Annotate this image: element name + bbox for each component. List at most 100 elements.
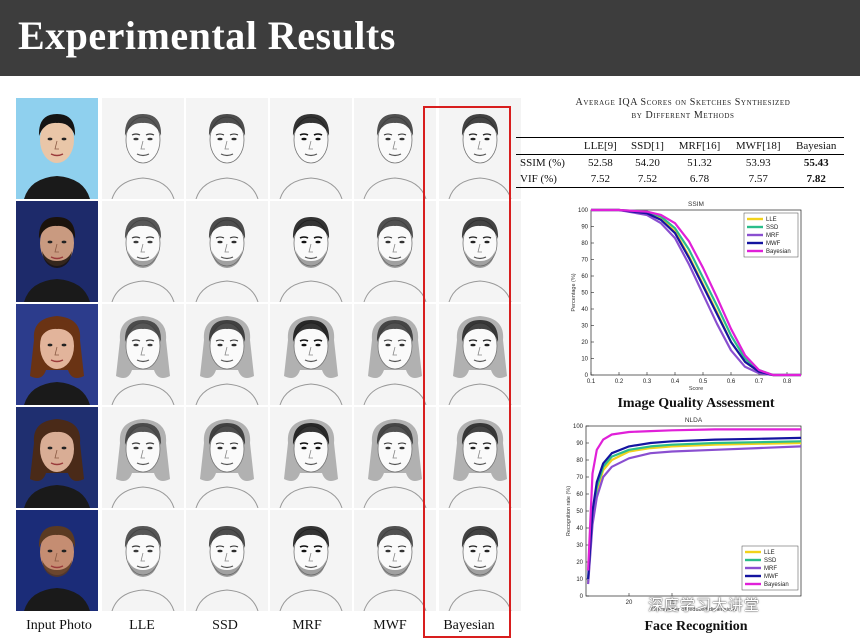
watermark-text: 深度学习大讲堂 — [648, 596, 761, 614]
y-tick-label: 20 — [581, 340, 588, 346]
table-cell: 52.58 — [587, 157, 613, 169]
table-row-label: SSIM (%) — [520, 157, 565, 169]
synthesized-sketch — [186, 407, 268, 508]
y-tick-label: 90 — [581, 225, 588, 231]
y-tick-label: 60 — [576, 492, 583, 498]
x-tick-label: 0.3 — [643, 379, 652, 385]
synthesized-sketch — [354, 304, 436, 405]
synthesized-sketch — [186, 201, 268, 302]
iqa-caption: Image Quality Assessment — [617, 396, 775, 411]
y-tick-label: 30 — [581, 324, 588, 330]
series-line-mwf — [587, 436, 802, 580]
slide-title: Experimental Results — [18, 13, 396, 58]
legend-label: SSD — [766, 225, 779, 231]
synthesized-sketch — [354, 407, 436, 508]
x-tick-label: 40 — [669, 600, 676, 606]
x-tick-label: 0.7 — [755, 379, 764, 385]
table-header-cell: LLE[9] — [576, 137, 624, 155]
legend-label: MWF — [766, 241, 781, 247]
synthesized-sketch — [270, 510, 352, 611]
table-header-cell: SSD[1] — [623, 137, 672, 155]
column-label: MWF — [373, 618, 407, 633]
legend-label: LLE — [764, 550, 775, 556]
y-tick-label: 50 — [581, 291, 588, 297]
synthesized-sketch — [439, 510, 521, 611]
y-tick-label: 70 — [576, 475, 583, 481]
input-photo — [16, 201, 98, 302]
series-line-mwf — [591, 208, 801, 377]
table-cell: 53.93 — [745, 157, 771, 169]
column-label: LLE — [129, 618, 155, 633]
table-cell: 7.52 — [623, 171, 672, 188]
synthesized-sketch — [102, 510, 184, 611]
input-photo — [16, 98, 98, 199]
synthesized-sketch — [186, 304, 268, 405]
y-tick-label: 100 — [578, 208, 589, 214]
legend-label: Bayesian — [764, 582, 789, 588]
table-header-cell: MRF[16] — [671, 137, 728, 155]
chart-title: SSIM — [688, 201, 704, 208]
table-header-cell: MWF[18] — [727, 137, 789, 155]
y-axis-label: Percentage (%) — [571, 273, 577, 311]
y-tick-label: 10 — [576, 577, 583, 583]
synthesized-sketch — [102, 407, 184, 508]
y-tick-label: 40 — [576, 526, 583, 532]
y-tick-label: 60 — [581, 274, 588, 280]
input-photo — [16, 304, 98, 405]
x-tick-label: 20 — [626, 600, 633, 606]
x-tick-label: 0.1 — [587, 379, 596, 385]
title-bar: Experimental Results — [0, 0, 860, 76]
table-cell: 7.52 — [576, 171, 624, 188]
table-cell-best: 7.82 — [788, 171, 844, 188]
synthesized-sketch — [354, 201, 436, 302]
iqa-table: LLE[9] SSD[1] MRF[16] MWF[18] Bayesian S… — [516, 137, 844, 188]
series-line-mrf — [591, 208, 801, 377]
y-tick-label: 40 — [581, 307, 588, 313]
y-tick-label: 80 — [576, 458, 583, 464]
table-header-row: LLE[9] SSD[1] MRF[16] MWF[18] Bayesian — [516, 137, 844, 155]
table-header-cell — [516, 137, 577, 155]
bayesian-highlight-box — [423, 106, 511, 638]
series-line-mrf — [587, 445, 802, 585]
table-cell: 7.57 — [727, 171, 789, 188]
y-tick-label: 30 — [576, 543, 583, 549]
column-label: Input Photo — [26, 618, 92, 633]
synthesized-sketch — [102, 304, 184, 405]
synthesized-sketch — [439, 98, 521, 199]
table-title: Average IQA Scores on Sketches Synthesiz… — [516, 96, 850, 122]
legend-label: MWF — [764, 574, 779, 580]
table-cell: 51.32 — [687, 157, 712, 169]
y-tick-label: 0 — [580, 594, 584, 600]
synthesized-sketch — [354, 98, 436, 199]
x-axis-label: Score — [689, 386, 703, 392]
synthesized-sketch — [439, 407, 521, 508]
y-tick-label: 10 — [581, 357, 588, 363]
column-label: Bayesian — [443, 618, 495, 633]
synthesized-sketch — [102, 201, 184, 302]
table-row: VIF (%) 7.52 7.52 6.78 7.57 7.82 — [516, 171, 844, 188]
x-tick-label: 0.4 — [671, 379, 680, 385]
table-row-label: VIF (%) — [516, 171, 577, 188]
legend-label: Bayesian — [766, 249, 791, 255]
input-photo — [16, 407, 98, 508]
table-header-cell: Bayesian — [788, 137, 844, 155]
synthesized-sketch — [354, 510, 436, 611]
y-tick-label: 0 — [585, 373, 589, 379]
synthesized-sketch — [439, 304, 521, 405]
y-axis-label: Recognition rate (%) — [566, 486, 572, 536]
synthesized-sketch — [186, 510, 268, 611]
table-cell: 54.20 — [635, 157, 660, 169]
synthesized-sketch — [102, 98, 184, 199]
ssim-chart: SSIM 0 10 20 30 40 50 60 70 80 90 100 0.1 0.2 0.3 0.4 0.… — [571, 201, 802, 392]
fr-caption: Face Recognition — [644, 619, 748, 634]
legend-label: SSD — [764, 558, 777, 564]
legend-label: LLE — [766, 217, 777, 223]
y-tick-label: 20 — [576, 560, 583, 566]
column-label: MRF — [292, 618, 322, 633]
table-title-line1: Average IQA Scores on Sketches Synthesiz… — [575, 97, 791, 108]
x-tick-label: 0.5 — [699, 379, 708, 385]
chart-title: NLDA — [685, 417, 703, 424]
x-tick-label: 0.8 — [783, 379, 792, 385]
y-tick-label: 100 — [573, 424, 584, 430]
